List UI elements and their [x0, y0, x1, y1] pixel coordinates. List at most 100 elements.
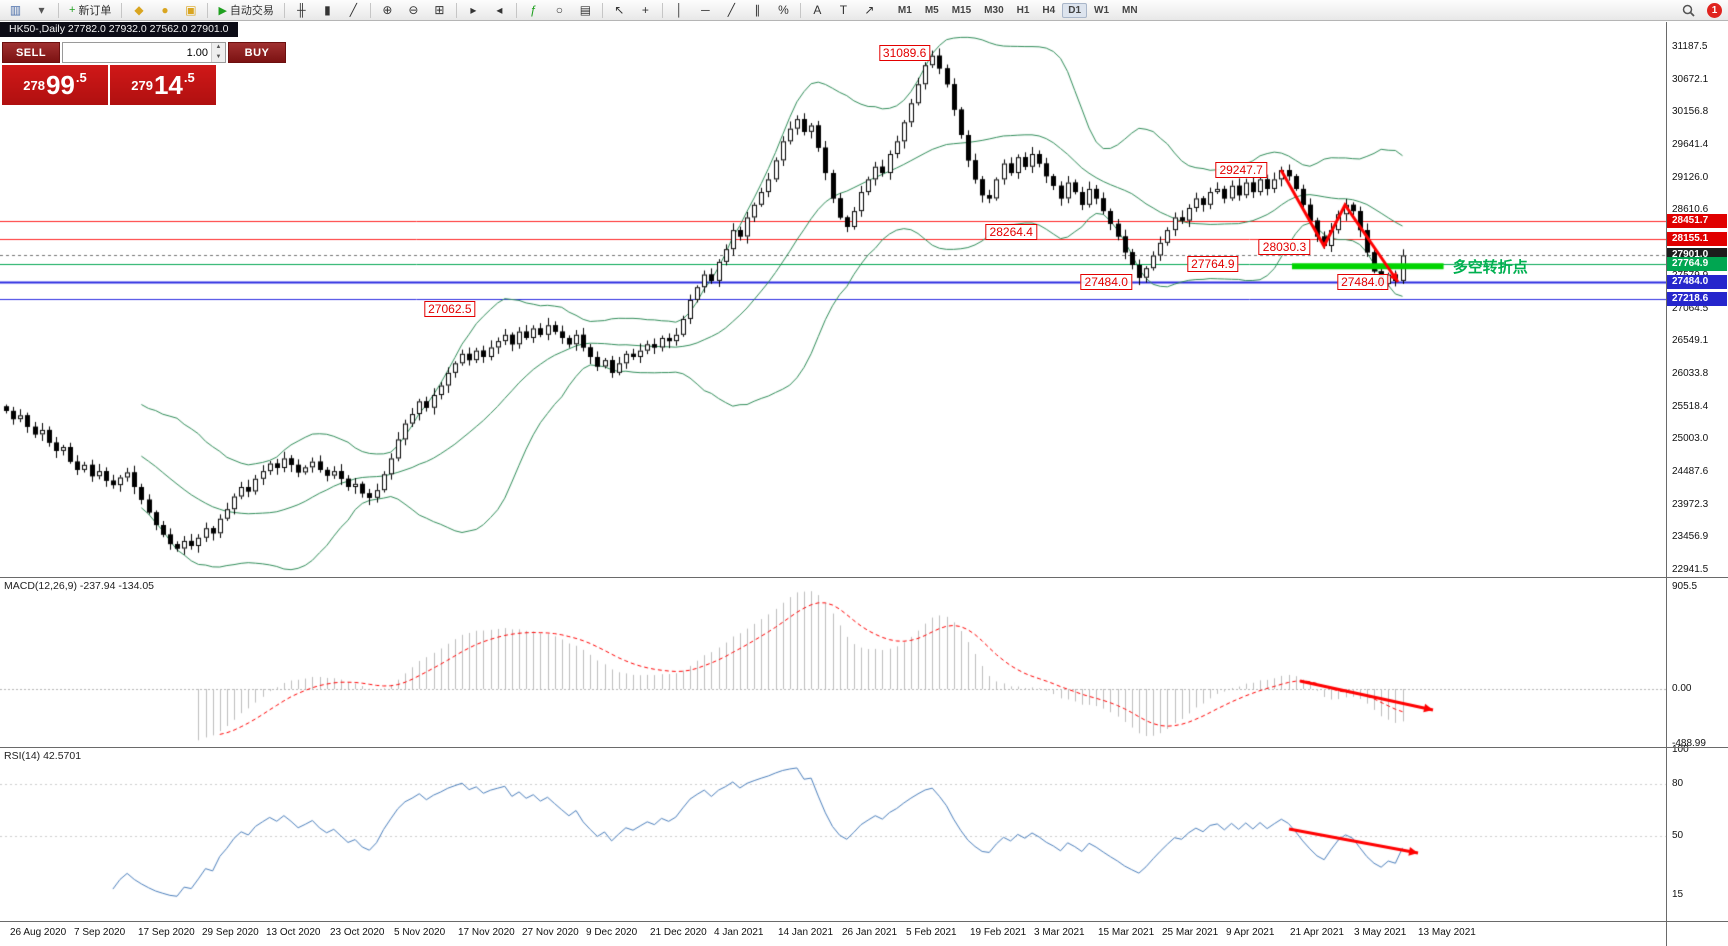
horizontal-line-icon[interactable]: ─: [693, 0, 718, 20]
new-order-button-label: 新订单: [78, 5, 112, 17]
price-axis-label: 30156.8: [1672, 106, 1709, 118]
axis-price-tag: 27218.6: [1667, 291, 1727, 306]
date-axis-label: 14 Jan 2021: [778, 927, 834, 938]
date-axis-label: 25 Mar 2021: [1162, 927, 1219, 938]
crosshair-icon: +: [641, 3, 649, 17]
price-label-annotation[interactable]: 27484.0: [1337, 273, 1389, 290]
price-label-annotation[interactable]: 27062.5: [424, 300, 476, 317]
buy-button[interactable]: BUY: [228, 42, 286, 63]
templates-icon[interactable]: ▤: [573, 0, 598, 20]
volume-input[interactable]: [63, 43, 211, 62]
trendline-icon[interactable]: ╱: [719, 0, 744, 20]
new-chart-icon[interactable]: ▥: [3, 0, 28, 20]
toolbar-separator: [799, 2, 801, 18]
price-axis-label: 30672.1: [1672, 73, 1709, 85]
timeframe-h4[interactable]: H4: [1042, 4, 1056, 16]
cursor-icon[interactable]: ↖: [607, 0, 632, 20]
candlestick-chart-icon[interactable]: ▮: [315, 0, 340, 20]
date-axis-label: 17 Sep 2020: [138, 927, 195, 938]
ohlc-bars-icon: ╫: [297, 3, 306, 17]
timeframe-m1[interactable]: M1: [897, 4, 912, 16]
volume-field: ▲ ▼: [62, 42, 226, 63]
price-axis-label: 25003.0: [1672, 433, 1709, 445]
new-chart-icon: ▥: [9, 3, 22, 17]
timeframe-w1[interactable]: W1: [1094, 4, 1110, 16]
timeframe-h1[interactable]: H1: [1016, 4, 1030, 16]
crosshair-icon[interactable]: +: [633, 0, 658, 20]
new-order-button[interactable]: + 新订单: [63, 0, 117, 20]
date-axis-label: 5 Nov 2020: [394, 927, 446, 938]
price-digits: 99: [45, 70, 75, 100]
timeframe-d1[interactable]: D1: [1062, 2, 1088, 18]
text-icon: A: [813, 3, 822, 17]
panel-separator[interactable]: [0, 747, 1728, 748]
profiles-icon[interactable]: ▾: [29, 0, 54, 20]
accounts-icon[interactable]: ●: [152, 0, 177, 20]
channel-icon[interactable]: ∥: [745, 0, 770, 20]
auto-trading-button[interactable]: ▶ 自动交易: [212, 0, 279, 20]
vertical-line-icon[interactable]: │: [667, 0, 692, 20]
price-label-annotation[interactable]: 28030.3: [1258, 239, 1311, 256]
line-chart-icon[interactable]: ╱: [341, 0, 366, 20]
zoom-out-icon[interactable]: ⊖: [401, 0, 426, 20]
search-icon[interactable]: [1676, 0, 1701, 20]
reports-icon[interactable]: ▣: [178, 0, 203, 20]
text-icon[interactable]: A: [805, 0, 830, 20]
timeframe-m5[interactable]: M5: [924, 4, 939, 16]
date-axis: 26 Aug 2020 7 Sep 2020 17 Sep 2020 29 Sep 2…: [0, 921, 1728, 946]
text-label-icon[interactable]: T: [831, 0, 856, 20]
date-axis-label: 21 Apr 2021: [1290, 927, 1344, 938]
sell-button[interactable]: SELL: [2, 42, 60, 63]
toolbar-separator: [369, 2, 371, 18]
turning-point-label[interactable]: 多空转折点: [1452, 259, 1528, 277]
sell-price-display[interactable]: 278 99.5: [2, 65, 108, 105]
date-axis-label: 9 Apr 2021: [1226, 927, 1275, 938]
zoom-in-icon[interactable]: ⊕: [375, 0, 400, 20]
chart-shift-icon[interactable]: ◂: [487, 0, 512, 20]
candlestick-chart-icon: ▮: [324, 3, 331, 17]
deposit-icon[interactable]: ◆: [126, 0, 151, 20]
toolbar-separator: [58, 2, 59, 18]
date-axis-label: 13 Oct 2020: [266, 927, 321, 938]
chart-shift-icon: ◂: [496, 3, 503, 17]
toolbar-separator: [207, 2, 209, 18]
date-axis-label: 23 Oct 2020: [330, 927, 385, 938]
toolbar-separator: [661, 2, 663, 18]
trendline-icon: ╱: [727, 3, 736, 17]
periods-icon: ○: [555, 3, 564, 17]
price-label-annotation[interactable]: 27764.9: [1187, 256, 1239, 273]
price-digits: 279: [131, 77, 153, 93]
price-axis-label: 29641.4: [1672, 139, 1709, 151]
volume-decrease-button[interactable]: ▼: [212, 52, 225, 62]
price-label-annotation[interactable]: 28264.4: [985, 224, 1037, 241]
buy-price-display[interactable]: 279 14.5: [110, 65, 216, 105]
panel-separator[interactable]: [0, 577, 1728, 578]
chart-canvas[interactable]: [0, 22, 1666, 921]
price-label-annotation[interactable]: 27484.0: [1080, 273, 1132, 290]
timeframe-mn[interactable]: MN: [1122, 4, 1138, 16]
price-axis-label: 23456.9: [1672, 531, 1709, 543]
date-axis-label: 3 May 2021: [1354, 927, 1407, 938]
notification-badge[interactable]: 1: [1707, 2, 1722, 18]
toolbar-buttons: ▥ ▾ + 新订单 ◆ ● ▣ ▶ 自动交易 ╫ ▮ ╱ ⊕ ⊖ ⊞ ▸ ◂ ƒ ○ ▤ ↖ + │ ─ ╱ ∥% A T ↗: [3, 0, 882, 20]
price-label-annotation[interactable]: 29247.7: [1215, 162, 1267, 179]
price-digits: .5: [183, 70, 195, 85]
fibonacci-icon: %: [778, 3, 789, 17]
ohlc-bars-icon[interactable]: ╫: [289, 0, 314, 20]
line-chart-icon: ╱: [349, 3, 358, 17]
date-axis-label: 26 Jan 2021: [842, 927, 898, 938]
arrows-icon[interactable]: ↗: [857, 0, 882, 20]
periods-icon[interactable]: ○: [547, 0, 572, 20]
indicators-icon[interactable]: ƒ: [521, 0, 546, 20]
auto-scroll-icon[interactable]: ▸: [461, 0, 486, 20]
price-label-annotation[interactable]: 31089.6: [878, 45, 931, 62]
timeframe-m30[interactable]: M30: [984, 4, 1004, 16]
axis-price-tag: 28155.1: [1667, 232, 1727, 247]
fibonacci-icon[interactable]: %: [771, 0, 796, 20]
tile-windows-icon[interactable]: ⊞: [427, 0, 452, 20]
auto-trading-button-label: 自动交易: [229, 5, 274, 17]
price-digits: .5: [75, 70, 87, 85]
timeframe-m15[interactable]: M15: [951, 4, 972, 16]
volume-increase-button[interactable]: ▲: [212, 43, 225, 53]
macd-axis-label: 905.5: [1672, 580, 1698, 592]
